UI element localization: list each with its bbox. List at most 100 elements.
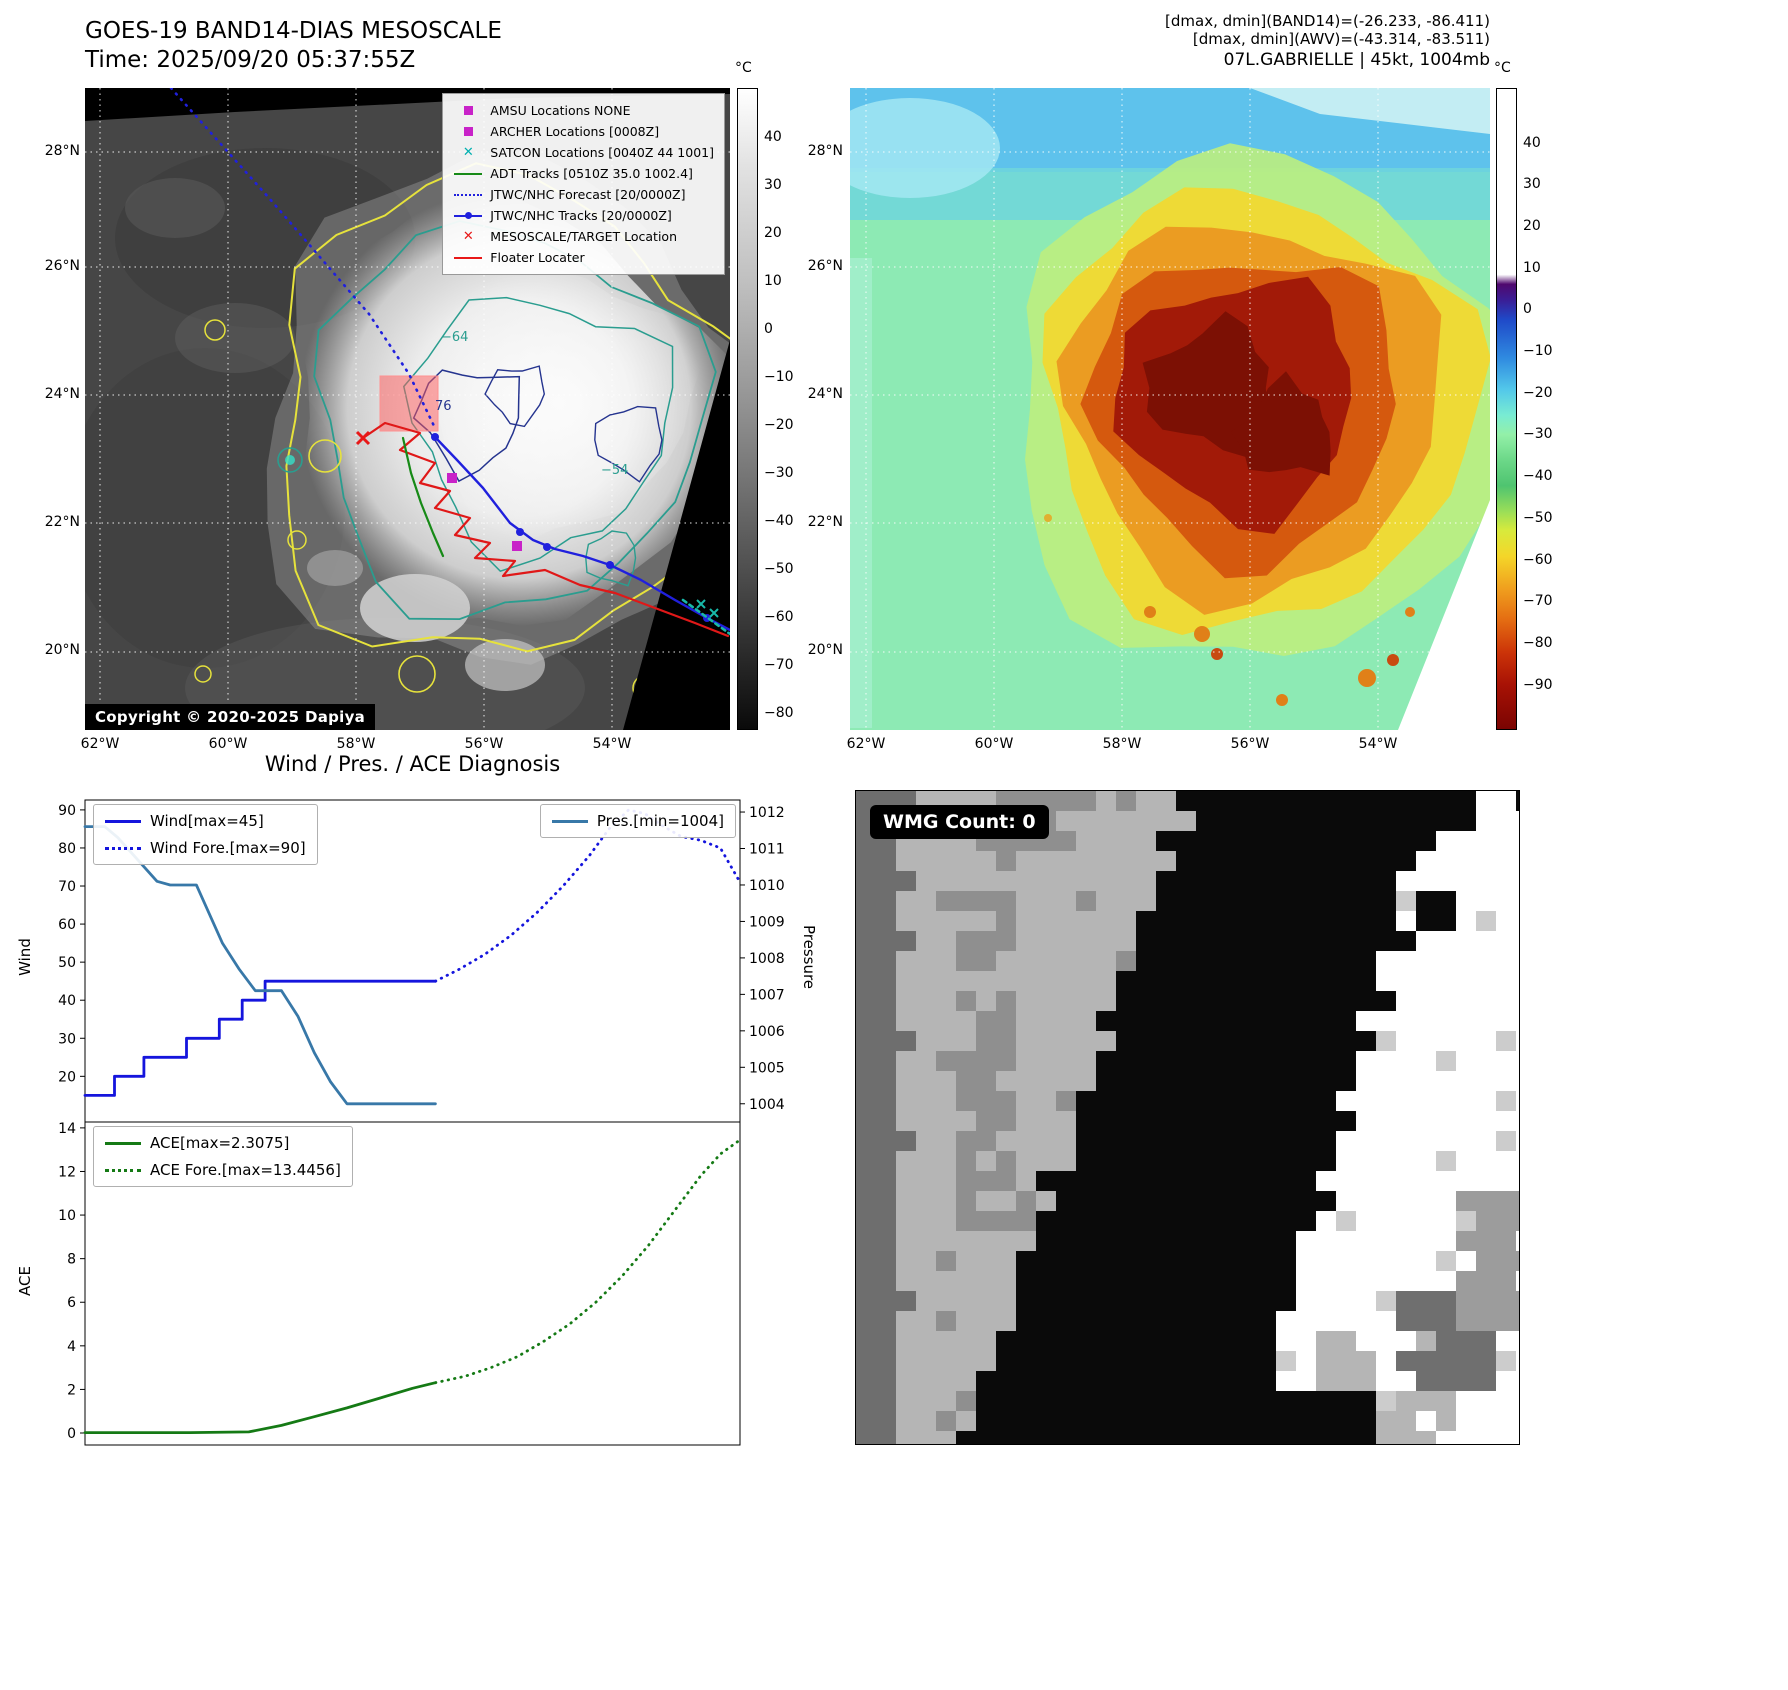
- band14-colorbar-tick: 30: [764, 177, 782, 193]
- y2-tick-label: 1009: [749, 914, 785, 930]
- contour-label: −54: [601, 463, 628, 478]
- line-dot-marker-icon: [453, 211, 483, 219]
- chart-legend-label: Wind[max=45]: [150, 812, 264, 830]
- y2-tick-label: 1004: [749, 1097, 785, 1113]
- band14-colorbar-unit: °C: [735, 60, 752, 76]
- adt-track: [401, 436, 445, 558]
- awv-lon-label: 54°W: [1358, 736, 1398, 752]
- awv-colorbar-tick: 0: [1523, 301, 1532, 318]
- y-tick-label: 14: [58, 1121, 76, 1137]
- legend-item: Floater Locater: [453, 248, 714, 267]
- series-line: [83, 979, 437, 1097]
- legend-line-sample-icon: [105, 1141, 141, 1145]
- awv-satellite-image: [850, 88, 1490, 730]
- y-tick-label: 10: [58, 1208, 76, 1224]
- y-tick-label: 0: [67, 1426, 76, 1442]
- wmg-panel: WMG Count: 0: [855, 790, 1520, 1445]
- band14-lon-label: 58°W: [336, 736, 376, 752]
- awv-colorbar-tick: 20: [1523, 217, 1541, 234]
- legend-item-label: Floater Locater: [490, 250, 585, 265]
- legend-item: ✕ MESOSCALE/TARGET Location: [453, 227, 714, 246]
- legend-item-label: ADT Tracks [0510Z 35.0 1002.4]: [490, 166, 693, 181]
- awv-colorbar-tick: −60: [1523, 551, 1553, 568]
- awv-lon-label: 62°W: [846, 736, 886, 752]
- chart-legend-label: ACE[max=2.3075]: [150, 1134, 290, 1152]
- y-tick-label: 80: [58, 841, 76, 857]
- y2-tick-label: 1007: [749, 987, 785, 1003]
- wind-axis-label: Wind: [16, 938, 34, 976]
- band14-map-legend: AMSU Locations NONE ARCHER Locations [000…: [442, 93, 725, 275]
- y2-tick-label: 1010: [749, 878, 785, 894]
- satcon-tail: [681, 598, 730, 636]
- satcon-location-marker: [709, 608, 719, 618]
- band14-lat-label: 28°N: [44, 143, 80, 159]
- legend-line-sample-icon: [105, 1168, 141, 1172]
- legend-item: ✕ SATCON Locations [0040Z 44 1001]: [453, 143, 714, 162]
- y-tick-label: 6: [67, 1295, 76, 1311]
- band14-time-label: Time: 2025/09/20 05:37:55Z: [85, 47, 416, 73]
- y-tick-label: 60: [58, 917, 76, 933]
- awv-colorbar-tick: −20: [1523, 384, 1553, 401]
- awv-lon-label: 56°W: [1230, 736, 1270, 752]
- awv-lat-label: 22°N: [807, 514, 843, 530]
- chart-legend-label: Pres.[min=1004]: [596, 812, 724, 830]
- series-line: [83, 825, 437, 1106]
- dotted-marker-icon: [453, 193, 483, 196]
- legend-item-label: ARCHER Locations [0008Z]: [490, 124, 660, 139]
- band14-colorbar-tick: −30: [764, 465, 794, 481]
- wind-pressure-chart: 20 30 40 50 60 70 80 90 1004 1005 1006 1007 1008 1009…: [58, 799, 785, 1122]
- square-marker-icon: [453, 106, 483, 115]
- awv-colorbar: [1496, 88, 1517, 730]
- band14-lon-label: 60°W: [208, 736, 248, 752]
- jtwc-nhc-track: [433, 435, 730, 632]
- y-tick-label: 90: [58, 803, 76, 819]
- contour-label: 76: [435, 399, 452, 414]
- band14-colorbar-tick: −80: [764, 705, 794, 721]
- awv-colorbar-tick: −70: [1523, 593, 1553, 610]
- legend-item: JTWC/NHC Tracks [20/0000Z]: [453, 206, 714, 225]
- legend-item-label: JTWC/NHC Forecast [20/0000Z]: [490, 187, 686, 202]
- awv-lon-label: 58°W: [1102, 736, 1142, 752]
- awv-lat-label: 20°N: [807, 642, 843, 658]
- chart-legend-item: ACE Fore.[max=13.4456]: [105, 1161, 341, 1179]
- y2-tick-label: 1005: [749, 1060, 785, 1076]
- chart-legend-item: Pres.[min=1004]: [551, 812, 724, 830]
- legend-item: JTWC/NHC Forecast [20/0000Z]: [453, 185, 714, 204]
- band14-lat-label: 20°N: [44, 642, 80, 658]
- wind-legend: Wind[max=45] Wind Fore.[max=90]: [93, 804, 318, 865]
- legend-item: AMSU Locations NONE: [453, 101, 714, 120]
- chart-legend-item: Wind[max=45]: [105, 812, 306, 830]
- band14-colorbar-tick: −50: [764, 561, 794, 577]
- square-marker-icon: [453, 127, 483, 136]
- dmax-dmin-band14: [dmax, dmin](BAND14)=(-26.233, -86.411): [1165, 12, 1490, 30]
- awv-lat-label: 28°N: [807, 143, 843, 159]
- band14-colorbar-tick: −40: [764, 513, 794, 529]
- y-tick-label: 50: [58, 955, 76, 971]
- y2-tick-label: 1011: [749, 842, 785, 858]
- storm-id-label: 07L.GABRIELLE | 45kt, 1004mb: [1223, 50, 1490, 70]
- y-tick-label: 4: [67, 1339, 76, 1355]
- x-marker-icon: ✕: [462, 145, 474, 160]
- series-line: [433, 1138, 742, 1385]
- awv-header: [dmax, dmin](BAND14)=(-26.233, -86.411) …: [1165, 12, 1490, 70]
- x-marker-icon: ✕: [462, 229, 474, 244]
- band14-colorbar-tick: −70: [764, 657, 794, 673]
- y-tick-label: 2: [67, 1382, 76, 1398]
- ace-legend: ACE[max=2.3075] ACE Fore.[max=13.4456]: [93, 1126, 353, 1187]
- legend-item: ARCHER Locations [0008Z]: [453, 122, 714, 141]
- awv-colorbar-tick: −40: [1523, 468, 1553, 485]
- band14-colorbar-tick: −10: [764, 369, 794, 385]
- ace-axis-label: ACE: [16, 1266, 34, 1296]
- wmg-image: [856, 791, 1519, 1444]
- y2-tick-label: 1006: [749, 1024, 785, 1040]
- awv-colorbar-tick: −80: [1523, 634, 1553, 651]
- awv-lat-label: 24°N: [807, 386, 843, 402]
- legend-item-label: AMSU Locations NONE: [490, 103, 631, 118]
- y-tick-label: 70: [58, 879, 76, 895]
- diagnosis-title: Wind / Pres. / ACE Diagnosis: [264, 752, 561, 776]
- dmax-dmin-awv: [dmax, dmin](AWV)=(-43.314, -83.511): [1192, 30, 1490, 48]
- series-line: [83, 1381, 437, 1435]
- chart-legend-item: ACE[max=2.3075]: [105, 1134, 341, 1152]
- pressure-legend: Pres.[min=1004]: [539, 804, 736, 838]
